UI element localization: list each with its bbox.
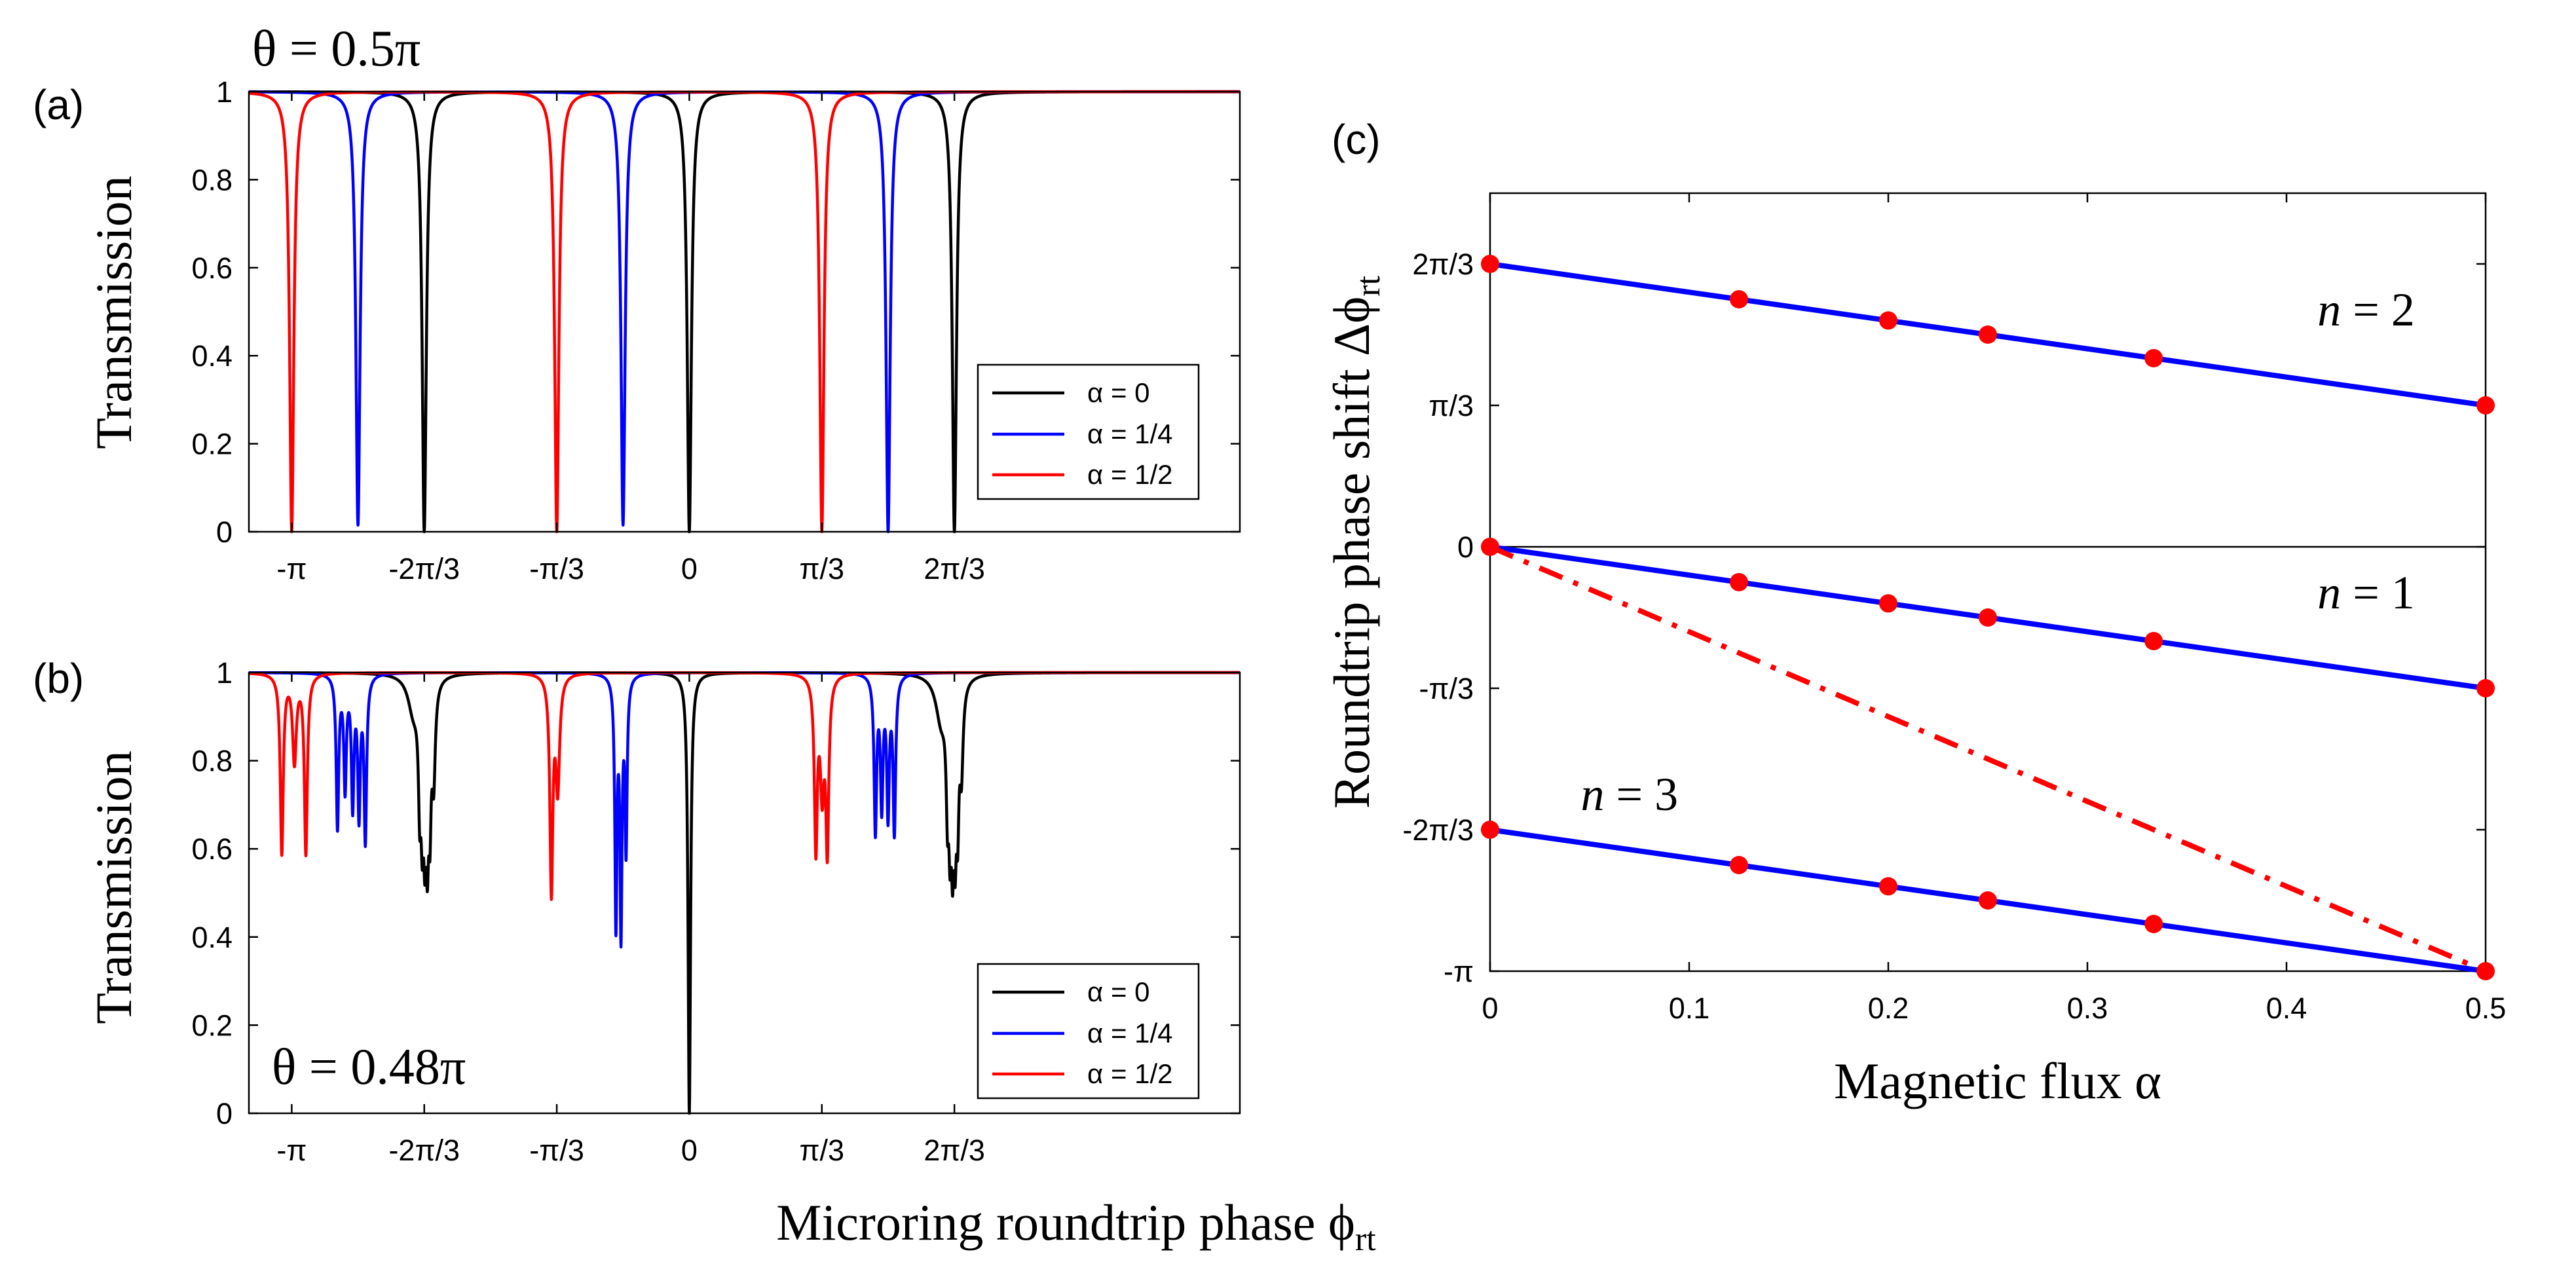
panel-c-frame [1489,192,2487,972]
panel-c-ytick-label: -π [1444,955,1474,988]
panel-b-ytick-label: 0.8 [191,745,233,778]
panel-b-xtick-label: 0 [681,1134,698,1167]
panel-c-marker [2144,914,2163,933]
panel-a-legend: α = 0 α = 1/4 α = 1/2 [977,363,1200,500]
panel-a-xtick-label: -2π/3 [388,552,460,585]
panel-c-ytick-label: 0 [1457,530,1474,564]
panel-a-legend-alpha-quarter: α = 1/4 [1087,418,1173,449]
panel-a-ytick-label: 0.8 [191,163,233,196]
panel-b-series-alpha-half [248,671,1241,901]
panel-c-label-n3: n = 3 [1580,768,1678,821]
panel-a-xtick-label: 0 [681,552,698,585]
panel-c-line-n3 [1489,827,2486,974]
panel-c-marker [1481,538,1499,556]
panel-b-series-alpha-quarter [248,671,1241,949]
panel-c-label-n2: n = 2 [2317,284,2415,336]
panel-b-ylabel: Transmission [85,750,142,1024]
panel-c-ytick-label: 2π/3 [1412,248,1474,281]
panel-a-legend-alpha-0: α = 0 [1087,377,1150,408]
panel-b-xtick-label: -π/3 [529,1134,584,1167]
panel-c-plot-area: 0 0.1 0.2 0.3 0.4 0.5 -π -2π/3 -π/3 0 π/3 2π/3 n = 2… [1402,192,2507,1025]
panel-a-xtick-label: 2π/3 [924,552,985,585]
panel-c-marker [1879,877,1897,896]
panel-b-ytick-label: 0 [216,1097,233,1130]
panel-a-xtick-label: π/3 [800,552,845,585]
panel-c-label-n1: n = 1 [2317,566,2415,619]
panel-c-marker [1730,856,1748,874]
panel-a-ytick-label: 0.4 [191,339,233,373]
panel-c-xtick-label: 0.5 [2465,991,2507,1025]
panel-b-legend-box [977,963,1200,1100]
panel-c-xtick-label: 0 [1482,991,1498,1025]
panel-b-xtick-label: -2π/3 [388,1134,460,1167]
panel-c: (c) Roundtrip phase shift Δϕrt Magnetic … [1323,116,2506,1109]
panel-a-ytick-label: 1 [216,75,233,109]
panel-a-legend-box [977,363,1200,500]
panel-a-ytick-label: 0 [216,515,233,549]
panel-a: (a) θ = 0.5π Transmission -π -2π/3 -π/3 0 π/… [33,20,1241,585]
panel-b-ytick-label: 0.2 [191,1009,233,1042]
panel-b-ytick-label: 0.6 [191,832,233,866]
panel-c-label: (c) [1332,116,1381,163]
panel-c-line-n2 [1489,261,2486,408]
panel-a-legend-alpha-half: α = 1/2 [1087,459,1173,490]
panel-b-legend-alpha-half: α = 1/2 [1087,1058,1173,1089]
panel-c-marker [2144,348,2163,367]
panel-b-frame [248,671,1241,1115]
panel-c-marker [2476,962,2495,980]
panel-b-label: (b) [33,655,84,702]
panel-c-marker [1979,608,1997,627]
panel-a-xtick-label: -π [276,552,307,585]
panel-a-ytick-label: 0.6 [191,251,233,285]
panel-c-xtick-label: 0.2 [1868,991,1909,1025]
panel-c-ytick-label: π/3 [1428,389,1474,422]
panel-c-marker [2476,679,2495,697]
panel-a-ylabel: Transmission [85,176,142,449]
panel-c-marker [1730,290,1748,308]
panel-c-marker [1979,325,1997,344]
panel-b-ytick-label: 1 [216,656,233,690]
panel-a-frame [248,90,1241,533]
panel-b: (b) θ = 0.48π Transmission Microring rou… [33,655,1376,1258]
panel-b-legend-alpha-quarter: α = 1/4 [1087,1018,1173,1048]
panel-a-theta-annotation: θ = 0.5π [252,20,420,77]
panel-c-xtick-label: 0.3 [2067,991,2108,1025]
panel-c-xtick-label: 0.4 [2266,991,2307,1025]
panel-b-xtick-label: 2π/3 [924,1134,985,1167]
panel-c-marker [2476,396,2495,415]
panel-c-line-n1 [1489,544,2486,691]
panel-c-marker [1481,255,1499,273]
panel-b-legend-alpha-0: α = 0 [1087,976,1150,1007]
panel-b-legend: α = 0 α = 1/4 α = 1/2 [977,963,1200,1100]
panel-b-plot-area: -π -2π/3 -π/3 0 π/3 2π/3 0 0.2 0.4 0.6 0.8 1 [191,656,1241,1167]
panel-b-xlabel: Microring roundtrip phase ϕrt [776,1194,1376,1258]
panel-c-ytick-label: -2π/3 [1402,813,1474,847]
panel-c-marker [1979,891,1997,910]
panel-c-xtick-label: 0.1 [1669,991,1710,1025]
panel-a-plot-area: -π -2π/3 -π/3 0 π/3 2π/3 0 0.2 0.4 0.6 0.8 1 [191,75,1241,585]
panel-b-theta-annotation: θ = 0.48π [272,1038,466,1095]
panel-c-marker [1481,821,1499,839]
panel-c-marker [1879,311,1897,330]
panel-a-xtick-label: -π/3 [529,552,584,585]
panel-c-ytick-label: -π/3 [1419,672,1474,705]
panel-a-label: (a) [33,81,84,128]
panel-a-ytick-label: 0.2 [191,428,233,461]
panel-c-marker [1879,594,1897,613]
panel-c-marker [2144,631,2163,650]
panel-c-xlabel: Magnetic flux α [1834,1052,2161,1109]
panel-b-xtick-label: -π [276,1134,307,1167]
panel-b-xtick-label: π/3 [800,1134,845,1167]
panel-c-ylabel: Roundtrip phase shift Δϕrt [1323,275,1387,809]
panel-c-reference-dashdot-line [1489,544,2487,974]
panel-b-ytick-label: 0.4 [191,921,233,954]
panel-c-marker [1730,573,1748,591]
